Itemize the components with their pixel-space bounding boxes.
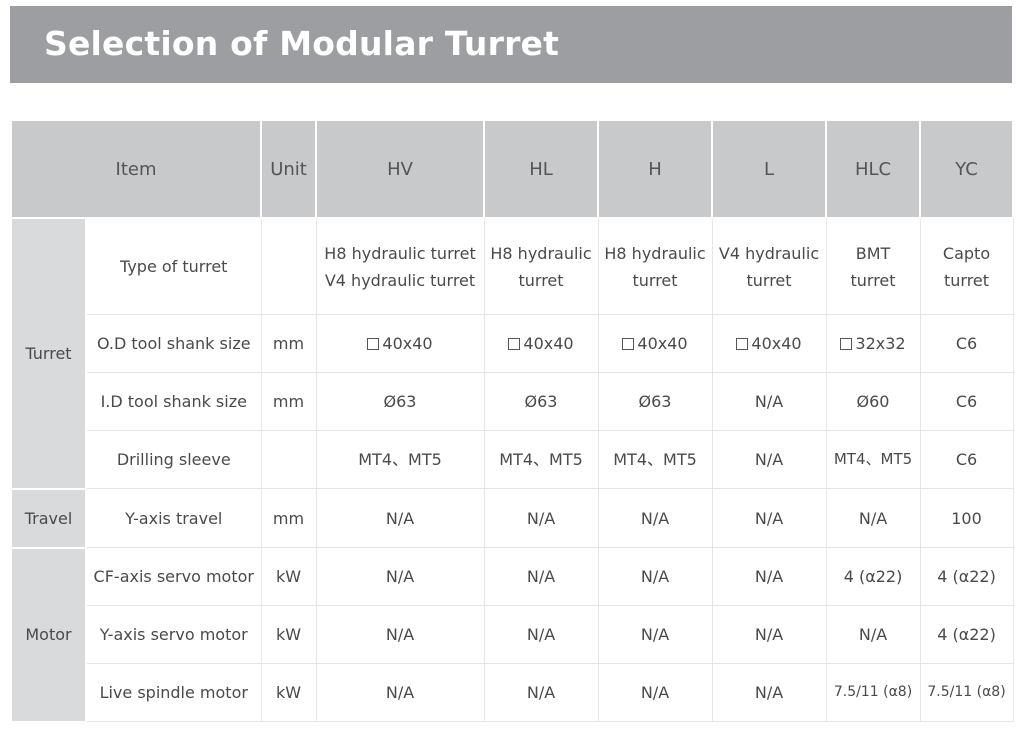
group-label-travel: Travel: [10, 487, 87, 549]
table-row: Motor CF-axis servo motor kW N/A N/A N/A…: [10, 546, 1014, 723]
row-item: Y-axis travel: [85, 488, 262, 548]
cell-value: N/A: [315, 663, 485, 722]
cell-value: N/A: [483, 547, 599, 606]
cell-text: 40x40: [523, 334, 574, 353]
cell-value: H8 hydraulic turret: [597, 217, 713, 315]
cell-value: N/A: [825, 605, 921, 664]
cell-value: 40x40: [315, 314, 485, 373]
cell-value: N/A: [483, 488, 599, 548]
cell-text: 32x32: [855, 334, 906, 353]
row-unit: mm: [260, 314, 317, 373]
row-unit: kW: [260, 547, 317, 606]
row-item: O.D tool shank size: [85, 314, 262, 373]
row-item: Live spindle motor: [85, 663, 262, 722]
row-unit: mm: [260, 488, 317, 548]
header-unit: Unit: [260, 119, 318, 219]
cell-value: N/A: [483, 605, 599, 664]
page-title: Selection of Modular Turret: [44, 24, 560, 63]
cell-value: 40x40: [597, 314, 713, 373]
row-item: I.D tool shank size: [85, 372, 262, 431]
row-item: Y-axis servo motor: [85, 605, 262, 664]
cell-value: 7.5/11 (α8): [825, 663, 921, 722]
row-unit: [260, 217, 317, 315]
cell-value: 7.5/11 (α8): [919, 663, 1014, 722]
cell-value: H8 hydraulic turret: [483, 217, 599, 315]
cell-value: C6: [919, 430, 1014, 489]
cell-value: N/A: [711, 372, 827, 431]
cell-value: N/A: [597, 605, 713, 664]
header-model-h: H: [597, 119, 714, 219]
title-bar: Selection of Modular Turret: [10, 6, 1012, 83]
cell-value: 40x40: [711, 314, 827, 373]
row-item: Drilling sleeve: [85, 430, 262, 489]
cell-value: N/A: [315, 547, 485, 606]
header-row: Item Unit HV HL H L HLC YC: [9, 119, 1015, 219]
turret-spec-table: Item Unit HV HL H L HLC YC Turret Type o…: [9, 119, 1015, 723]
row-item: Type of turret: [85, 217, 262, 315]
square-icon: [508, 338, 521, 350]
cell-value: N/A: [315, 488, 485, 548]
cell-value: N/A: [711, 663, 827, 722]
cell-value: Ø63: [597, 372, 713, 431]
cell-value: C6: [919, 372, 1014, 431]
cell-value: N/A: [597, 488, 713, 548]
cell-text: 40x40: [382, 334, 433, 353]
table-row: Travel Y-axis travel mm N/A N/A N/A N/A …: [10, 487, 1014, 549]
cell-value: H8 hydraulic turret V4 hydraulic turret: [315, 217, 485, 315]
cell-value: N/A: [711, 430, 827, 489]
cell-value: N/A: [825, 488, 921, 548]
cell-value: V4 hydraulic turret: [711, 217, 827, 315]
table-row: Live spindle motor kW N/A N/A N/A N/A 7.…: [11, 663, 1014, 722]
cell-text: 40x40: [637, 334, 688, 353]
header-model-l: L: [711, 119, 828, 219]
square-icon: [736, 338, 749, 350]
cell-value: N/A: [597, 547, 713, 606]
group-label-turret: Turret: [10, 217, 87, 490]
cell-value: 100: [919, 488, 1014, 548]
cell-value: BMT turret: [825, 217, 921, 315]
cell-value: N/A: [483, 663, 599, 722]
cell-value: 40x40: [483, 314, 599, 373]
cell-value: N/A: [711, 547, 827, 606]
row-unit: kW: [260, 605, 317, 664]
cell-value: Ø60: [825, 372, 921, 431]
row-unit: [260, 430, 317, 489]
header-model-yc: YC: [919, 119, 1015, 219]
square-icon: [840, 338, 853, 350]
row-unit: mm: [260, 372, 317, 431]
cell-value: MT4、MT5: [825, 430, 921, 489]
cell-value: Ø63: [483, 372, 599, 431]
table-row: O.D tool shank size mm 40x40 40x40 40x40…: [11, 314, 1014, 373]
square-icon: [367, 338, 380, 350]
row-unit: kW: [260, 663, 317, 722]
cell-value: 4 (α22): [825, 547, 921, 606]
cell-value: 32x32: [825, 314, 921, 373]
header-model-hlc: HLC: [825, 119, 922, 219]
group-label-motor: Motor: [10, 546, 87, 723]
header-model-hv: HV: [315, 119, 486, 219]
table-row: Drilling sleeve MT4、MT5 MT4、MT5 MT4、MT5 …: [11, 430, 1014, 489]
cell-value: N/A: [315, 605, 485, 664]
header-item: Item: [9, 119, 263, 219]
cell-value: N/A: [597, 663, 713, 722]
table-row: Y-axis servo motor kW N/A N/A N/A N/A N/…: [11, 605, 1014, 664]
table-row: Turret Type of turret H8 hydraulic turre…: [10, 217, 1014, 490]
cell-value: MT4、MT5: [597, 430, 713, 489]
cell-value: N/A: [711, 605, 827, 664]
cell-value: 4 (α22): [919, 547, 1014, 606]
row-item: CF-axis servo motor: [85, 547, 262, 606]
cell-value: Capto turret: [919, 217, 1014, 315]
table-row: I.D tool shank size mm Ø63 Ø63 Ø63 N/A Ø…: [11, 372, 1014, 431]
cell-value: C6: [919, 314, 1014, 373]
cell-value: 4 (α22): [919, 605, 1014, 664]
cell-value: Ø63: [315, 372, 485, 431]
square-icon: [622, 338, 635, 350]
header-model-hl: HL: [483, 119, 600, 219]
cell-text: 40x40: [751, 334, 802, 353]
cell-value: N/A: [711, 488, 827, 548]
cell-value: MT4、MT5: [483, 430, 599, 489]
cell-value: MT4、MT5: [315, 430, 485, 489]
